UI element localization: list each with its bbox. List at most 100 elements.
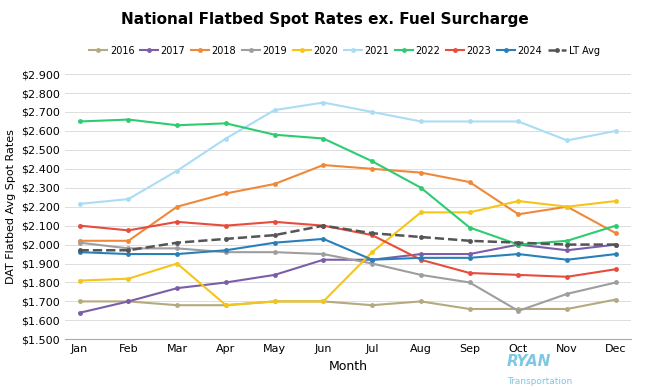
Line: LT Avg: LT Avg [77,223,618,253]
2024 [563,257,571,262]
2019 [222,250,230,255]
2016 [125,299,133,304]
2016 [563,307,571,311]
2018 [465,180,473,184]
2024 [173,252,181,256]
2020 [612,199,619,203]
Line: 2024: 2024 [77,236,618,262]
2016 [270,299,278,304]
2020 [320,299,327,304]
2019 [173,246,181,251]
2023 [612,267,619,271]
2020 [270,299,278,304]
2021 [75,202,83,206]
2022 [515,242,523,247]
Text: DAT: DAT [27,364,64,383]
LT Avg [320,223,327,228]
2017 [515,242,523,247]
LT Avg [270,233,278,238]
2021 [270,108,278,112]
2017 [465,252,473,256]
2021 [368,110,376,114]
2018 [368,167,376,171]
2019 [125,246,133,251]
2024 [612,252,619,256]
2016 [515,307,523,311]
LT Avg [563,242,571,247]
2019 [368,261,376,266]
Text: Transportation: Transportation [507,377,572,386]
2022 [612,223,619,228]
2023 [465,271,473,275]
2020 [222,303,230,308]
2023 [563,275,571,279]
2021 [515,119,523,124]
2022 [173,123,181,128]
LT Avg [75,248,83,253]
X-axis label: Month: Month [328,360,367,373]
2021 [612,129,619,133]
2018 [515,212,523,216]
2017 [222,280,230,285]
Line: 2019: 2019 [77,240,618,313]
2017 [75,310,83,315]
Legend: 2016, 2017, 2018, 2019, 2020, 2021, 2022, 2023, 2024, LT Avg: 2016, 2017, 2018, 2019, 2020, 2021, 2022… [90,46,599,56]
2022 [563,238,571,243]
2024 [75,250,83,255]
2023 [173,220,181,224]
2023 [368,233,376,238]
2017 [417,252,425,256]
2023 [125,228,133,233]
2022 [465,225,473,230]
2019 [612,280,619,285]
LT Avg [368,231,376,236]
2016 [368,303,376,308]
2021 [173,168,181,173]
2024 [125,252,133,256]
2019 [75,240,83,245]
2021 [417,119,425,124]
2019 [417,273,425,277]
2018 [612,231,619,236]
2018 [417,170,425,175]
2018 [270,182,278,186]
Line: 2020: 2020 [77,199,618,308]
2023 [320,223,327,228]
2024 [222,248,230,253]
2024 [465,255,473,260]
2021 [465,119,473,124]
2020 [465,210,473,215]
LT Avg [222,237,230,241]
2018 [320,163,327,167]
Text: National Flatbed Spot Rates ex. Fuel Surcharge: National Flatbed Spot Rates ex. Fuel Sur… [121,12,529,27]
2022 [125,117,133,122]
2022 [222,121,230,126]
2016 [612,297,619,302]
Text: RYAN: RYAN [507,354,551,369]
2019 [320,252,327,256]
2021 [222,136,230,141]
2020 [75,278,83,283]
2024 [368,257,376,262]
2016 [75,299,83,304]
2017 [320,257,327,262]
Line: 2018: 2018 [77,163,618,243]
2016 [465,307,473,311]
LT Avg [417,235,425,239]
2019 [465,280,473,285]
2023 [417,257,425,262]
2024 [270,240,278,245]
2023 [270,220,278,224]
LT Avg [612,242,619,247]
LT Avg [465,238,473,243]
2017 [173,286,181,291]
2016 [222,303,230,308]
2022 [320,136,327,141]
2018 [173,204,181,209]
2018 [563,204,571,209]
2021 [125,197,133,202]
2021 [563,138,571,143]
2024 [417,255,425,260]
2018 [222,191,230,196]
2020 [515,199,523,203]
